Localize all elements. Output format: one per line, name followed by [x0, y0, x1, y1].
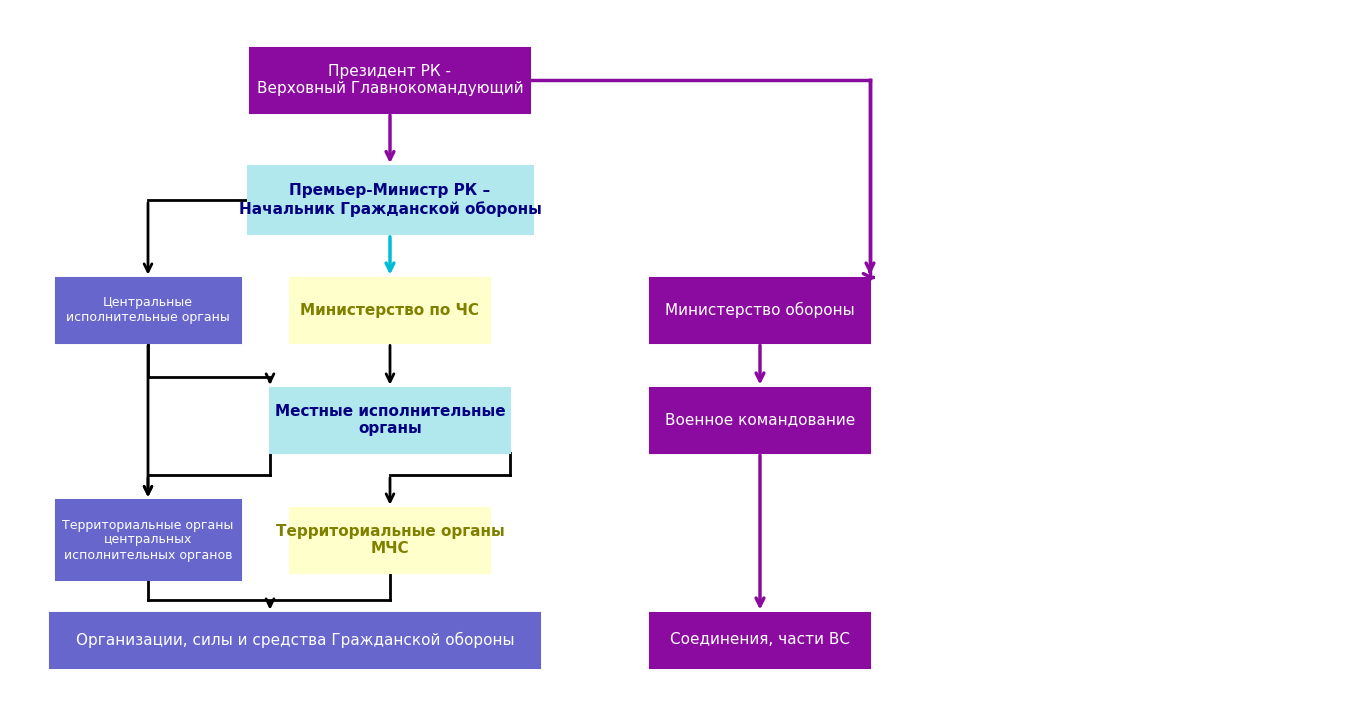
FancyBboxPatch shape [650, 277, 870, 343]
FancyBboxPatch shape [650, 387, 870, 452]
Text: Организации, силы и средства Гражданской обороны: Организации, силы и средства Гражданской… [76, 632, 515, 648]
Text: Центральные
исполнительные органы: Центральные исполнительные органы [66, 296, 230, 324]
Text: Местные исполнительные
органы: Местные исполнительные органы [275, 404, 505, 436]
FancyBboxPatch shape [56, 277, 240, 343]
Text: Президент РК -
Верховный Главнокомандующий: Президент РК - Верховный Главнокомандующ… [256, 64, 523, 96]
Text: Премьер-Министр РК –
Начальник Гражданской обороны: Премьер-Министр РК – Начальник Гражданск… [238, 184, 542, 217]
FancyBboxPatch shape [290, 277, 491, 343]
FancyBboxPatch shape [251, 48, 530, 112]
FancyBboxPatch shape [248, 166, 533, 234]
FancyBboxPatch shape [50, 613, 541, 667]
Text: Соединения, части ВС: Соединения, части ВС [669, 632, 850, 647]
FancyBboxPatch shape [290, 508, 491, 572]
Text: Министерство по ЧС: Министерство по ЧС [301, 302, 480, 318]
FancyBboxPatch shape [650, 613, 870, 667]
Text: Министерство обороны: Министерство обороны [665, 302, 855, 318]
Text: Территориальные органы
центральных
исполнительных органов: Территориальные органы центральных испол… [62, 518, 233, 562]
Text: Территориальные органы
МЧС: Территориальные органы МЧС [275, 524, 504, 556]
FancyBboxPatch shape [270, 387, 509, 452]
Text: Военное командование: Военное командование [665, 413, 855, 428]
FancyBboxPatch shape [56, 500, 240, 580]
